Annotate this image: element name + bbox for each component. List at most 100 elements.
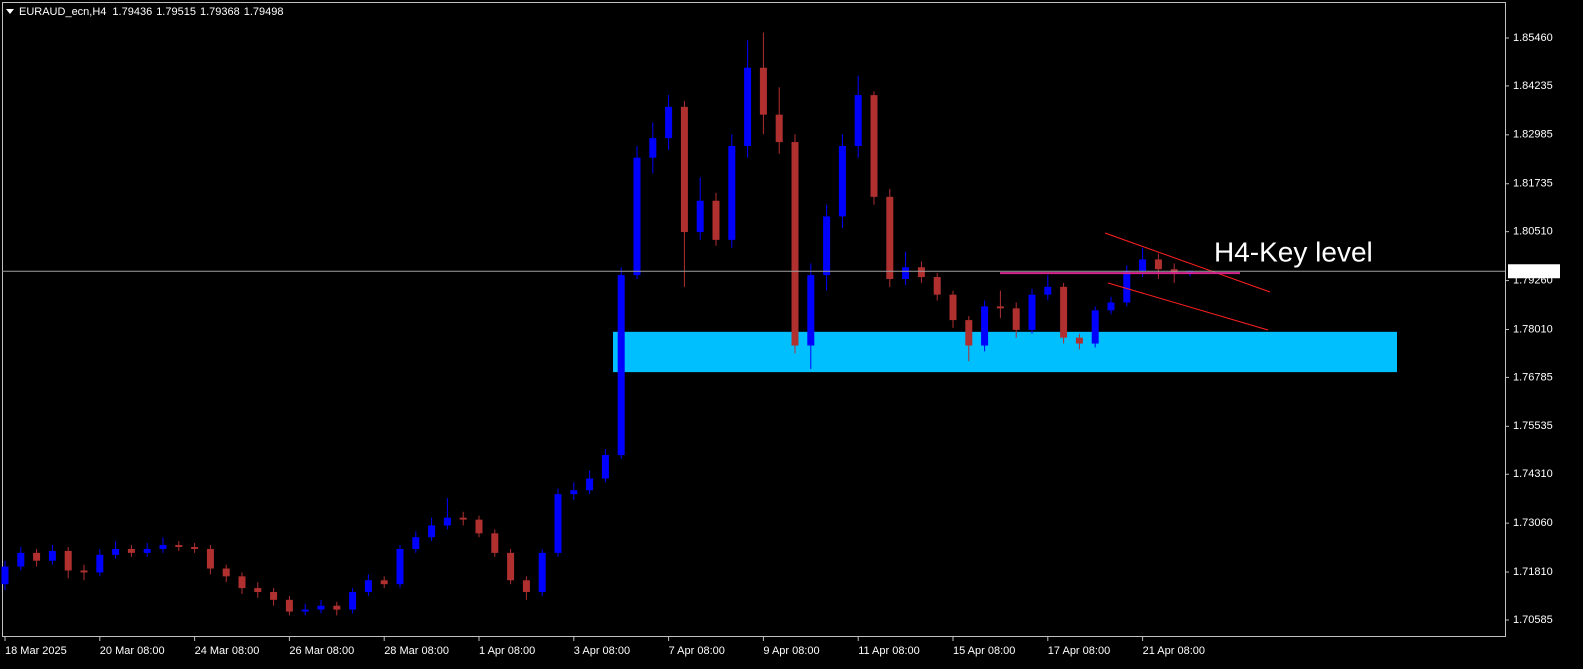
x-tick-label: 15 Apr 08:00 [953,645,1015,657]
header-open: 1.79436 [112,6,152,18]
candle-body [917,267,925,278]
candle-body [823,216,831,276]
candle-body [522,580,530,593]
candle-body [349,592,357,610]
candle-body [1044,286,1052,295]
candle-body [775,114,783,143]
trend-line [1107,282,1269,331]
key-level-label: H4-Key level [1214,237,1373,268]
candle-body [633,157,641,276]
candle-body [127,548,135,553]
y-tick-label: 1.70585 [1513,614,1553,626]
candle-body [96,554,104,573]
candle-body [601,455,609,479]
candle-body [1154,259,1162,270]
candle-body [996,306,1004,309]
trend-line [1104,232,1271,293]
header-close: 1.79498 [244,6,284,18]
x-tick-label: 9 Apr 08:00 [763,645,819,657]
candle-body [981,306,989,346]
candle-body [507,552,515,581]
x-tick-label: 7 Apr 08:00 [669,645,725,657]
header-high: 1.79515 [156,6,196,18]
candle-body [586,478,594,491]
candle-body [491,533,499,553]
candle-body [222,568,230,577]
candle-body [33,552,41,561]
candle-body [317,605,325,610]
candle-body [285,599,293,612]
candle-body [570,490,578,495]
y-tick-label: 1.75535 [1513,420,1553,432]
candle-body [191,547,199,549]
candle-body [1139,259,1147,272]
candle-body [1012,308,1020,330]
candle-body [64,550,72,571]
candle-body [112,548,120,555]
candle-body [649,138,657,158]
y-tick-label: 1.74310 [1513,468,1553,480]
candle-body [175,545,183,548]
candle-body [380,580,388,585]
x-tick-label: 21 Apr 08:00 [1143,645,1205,657]
candle-body [443,517,451,526]
y-tick-label: 1.76785 [1513,371,1553,383]
candle-body [80,570,88,573]
candle-body [744,67,752,146]
header-low: 1.79368 [200,6,240,18]
candle-body [617,275,625,456]
candle-body [791,142,799,346]
y-tick-label: 1.78010 [1513,323,1553,335]
x-tick-label: 20 Mar 08:00 [100,645,165,657]
current-price-box [1508,264,1560,279]
candle-body [854,95,862,146]
x-tick-label: 26 Mar 08:00 [289,645,354,657]
candle-body [902,267,910,280]
x-tick-label: 18 Mar 2025 [5,645,67,657]
x-tick-label: 24 Mar 08:00 [195,645,260,657]
y-tick-label: 1.85460 [1513,32,1553,44]
candle-body [412,537,420,549]
candle-body [665,106,673,139]
x-tick-label: 1 Apr 08:00 [479,645,535,657]
candle-body [712,200,720,240]
candle-body [1075,337,1083,344]
support-zone [613,331,1397,373]
candle-body [1,566,9,585]
plot-border [2,2,1506,637]
candle-body [206,548,214,569]
candle-body [1028,294,1036,330]
x-tick-label: 3 Apr 08:00 [574,645,630,657]
candle-body [838,145,846,217]
candle-body [965,320,973,346]
candle-body [475,519,483,534]
candle-body [949,294,957,321]
x-tick-label: 11 Apr 08:00 [858,645,920,657]
candle-body [459,517,467,520]
candle-body [554,494,562,553]
candle-body [159,545,167,549]
candle-body [538,552,546,593]
x-tick-label: 17 Apr 08:00 [1048,645,1110,657]
header: EURAUD_ecn,H4 1.79436 1.79515 1.79368 1.7949… [19,6,283,18]
candle-body [933,277,941,295]
menu-triangle[interactable] [6,9,14,14]
current-price-label: 1.79498 [1512,265,1552,277]
candle-body [807,275,815,346]
candle-body [728,145,736,240]
y-tick-label: 1.84235 [1513,80,1553,92]
candle-body [1123,271,1131,303]
candle-body [396,548,404,585]
candle-body [364,580,372,593]
candle-body [428,525,436,538]
x-tick-label: 28 Mar 08:00 [384,645,449,657]
candle-body [238,576,246,589]
candle-body [696,200,704,233]
candle-body [301,609,309,612]
candle-body [680,106,688,233]
candle-body [886,196,894,280]
y-tick-label: 1.82985 [1513,129,1553,141]
candle-body [254,588,262,593]
symbol: EURAUD_ecn,H4 [19,6,106,18]
